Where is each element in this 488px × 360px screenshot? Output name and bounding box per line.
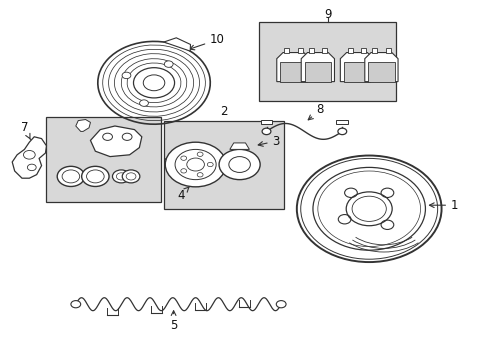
Circle shape (165, 142, 225, 187)
Polygon shape (321, 48, 326, 53)
Circle shape (122, 170, 140, 183)
Polygon shape (229, 143, 249, 149)
Text: 8: 8 (307, 103, 324, 120)
Bar (163, 121, 283, 209)
Polygon shape (284, 48, 289, 53)
Circle shape (86, 170, 104, 183)
Text: 9: 9 (323, 8, 331, 21)
Circle shape (57, 166, 84, 186)
Bar (259, 22, 395, 101)
Polygon shape (90, 126, 142, 157)
Text: 6: 6 (165, 153, 184, 166)
Circle shape (346, 190, 354, 196)
Polygon shape (76, 120, 90, 131)
Circle shape (181, 156, 186, 160)
Circle shape (383, 222, 390, 228)
Polygon shape (308, 48, 313, 53)
Circle shape (139, 100, 148, 106)
Text: 10: 10 (189, 33, 224, 50)
Polygon shape (297, 48, 302, 53)
Circle shape (207, 162, 213, 167)
Circle shape (276, 301, 285, 308)
Circle shape (186, 158, 204, 171)
Text: 5: 5 (169, 311, 177, 332)
Polygon shape (340, 53, 373, 82)
Polygon shape (304, 62, 330, 82)
Polygon shape (360, 48, 366, 53)
Circle shape (143, 75, 164, 91)
Circle shape (181, 169, 186, 173)
Polygon shape (385, 48, 390, 53)
Polygon shape (343, 62, 369, 82)
Circle shape (112, 170, 130, 183)
Text: 1: 1 (428, 199, 458, 212)
Circle shape (122, 72, 131, 78)
Circle shape (337, 128, 346, 135)
Circle shape (71, 301, 81, 308)
Polygon shape (347, 48, 352, 53)
Polygon shape (371, 48, 377, 53)
Polygon shape (301, 53, 334, 82)
Circle shape (102, 133, 112, 140)
Circle shape (164, 61, 173, 67)
Polygon shape (276, 53, 309, 82)
Circle shape (355, 199, 382, 219)
Circle shape (122, 133, 132, 140)
Circle shape (27, 164, 36, 171)
Circle shape (383, 190, 390, 196)
Bar (336, 120, 347, 124)
Wedge shape (129, 65, 178, 101)
Circle shape (23, 150, 35, 159)
Circle shape (175, 149, 216, 180)
Circle shape (228, 157, 250, 172)
Circle shape (81, 166, 109, 186)
Circle shape (301, 159, 436, 259)
Bar (46, 117, 161, 202)
Polygon shape (367, 62, 394, 82)
Polygon shape (280, 62, 306, 82)
Polygon shape (163, 38, 190, 51)
Polygon shape (12, 137, 46, 178)
Circle shape (219, 149, 260, 180)
Text: 2: 2 (220, 105, 227, 118)
Circle shape (62, 170, 80, 183)
Circle shape (133, 68, 174, 98)
Circle shape (262, 128, 270, 135)
Bar (260, 120, 272, 124)
Circle shape (116, 173, 126, 180)
Circle shape (197, 152, 203, 156)
Circle shape (197, 173, 203, 177)
Text: 7: 7 (20, 121, 30, 140)
Polygon shape (364, 53, 397, 82)
Text: 4: 4 (177, 186, 189, 202)
Circle shape (126, 173, 136, 180)
Circle shape (340, 216, 348, 222)
Text: 3: 3 (258, 135, 280, 148)
